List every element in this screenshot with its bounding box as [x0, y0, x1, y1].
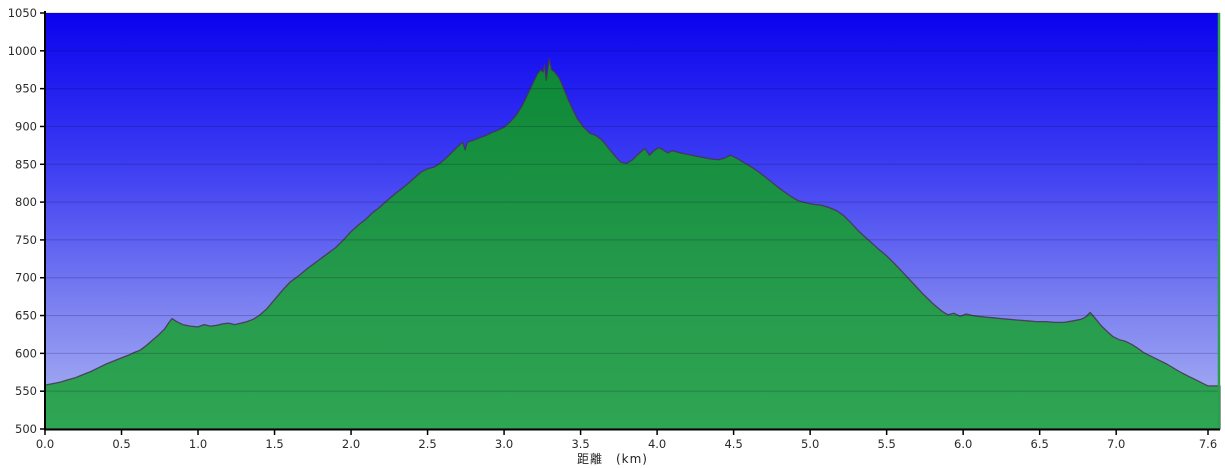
y-tick-label-600: 600	[15, 346, 37, 360]
x-tick-label-3.5: 3.5	[571, 437, 589, 451]
y-tick-label-1000: 1000	[8, 44, 37, 58]
y-tick-label-950: 950	[15, 82, 37, 96]
y-tick-label-1050: 1050	[8, 6, 37, 20]
y-tick-label-800: 800	[15, 195, 37, 209]
y-tick-label-850: 850	[15, 157, 37, 171]
x-tick-label-6.5: 6.5	[1031, 437, 1049, 451]
x-tick-label-2.5: 2.5	[418, 437, 436, 451]
terrain-area	[44, 57, 1221, 430]
x-tick-label-2.0: 2.0	[342, 437, 360, 451]
x-axis-title: 距離 (km)	[576, 452, 648, 466]
y-tick-label-750: 750	[15, 233, 37, 247]
x-tick-label-1.0: 1.0	[189, 437, 207, 451]
x-tick-label-5.5: 5.5	[877, 437, 895, 451]
x-tick-label-6.0: 6.0	[954, 437, 972, 451]
x-tick-label-4.5: 4.5	[724, 437, 742, 451]
y-tick-label-700: 700	[15, 271, 37, 285]
x-tick-label-7.6: 7.6	[1199, 437, 1217, 451]
y-tick-label-500: 500	[15, 422, 37, 436]
x-tick-label-5.0: 5.0	[801, 437, 819, 451]
x-tick-label-0.5: 0.5	[112, 437, 130, 451]
y-tick-label-550: 550	[15, 384, 37, 398]
x-tick-label-1.5: 1.5	[265, 437, 283, 451]
x-tick-label-7.0: 7.0	[1107, 437, 1125, 451]
y-tick-label-650: 650	[15, 309, 37, 323]
y-tick-label-900: 900	[15, 119, 37, 133]
x-tick-label-0.0: 0.0	[36, 437, 54, 451]
x-tick-label-3.0: 3.0	[495, 437, 513, 451]
x-tick-label-4.0: 4.0	[648, 437, 666, 451]
